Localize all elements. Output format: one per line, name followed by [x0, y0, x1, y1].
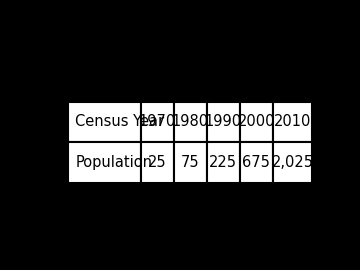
Text: 2000: 2000	[238, 114, 275, 129]
Bar	[207, 142, 240, 183]
Text: 1980: 1980	[172, 114, 209, 129]
Bar	[141, 142, 174, 183]
Text: Census Year: Census Year	[75, 114, 165, 129]
Bar	[273, 142, 312, 183]
Bar	[68, 102, 141, 142]
Bar	[174, 102, 207, 142]
Bar	[68, 142, 141, 183]
Text: Population: Population	[75, 155, 152, 170]
Bar	[141, 102, 174, 142]
Text: 25: 25	[148, 155, 167, 170]
Bar	[240, 142, 273, 183]
Text: 1970: 1970	[139, 114, 176, 129]
Text: 2,025: 2,025	[271, 155, 314, 170]
Bar	[273, 102, 312, 142]
Bar	[207, 102, 240, 142]
Text: 2010: 2010	[274, 114, 311, 129]
Bar	[174, 142, 207, 183]
Text: 675: 675	[242, 155, 270, 170]
Text: 1990: 1990	[205, 114, 242, 129]
Text: 225: 225	[209, 155, 237, 170]
Bar	[240, 102, 273, 142]
Text: 75: 75	[181, 155, 200, 170]
